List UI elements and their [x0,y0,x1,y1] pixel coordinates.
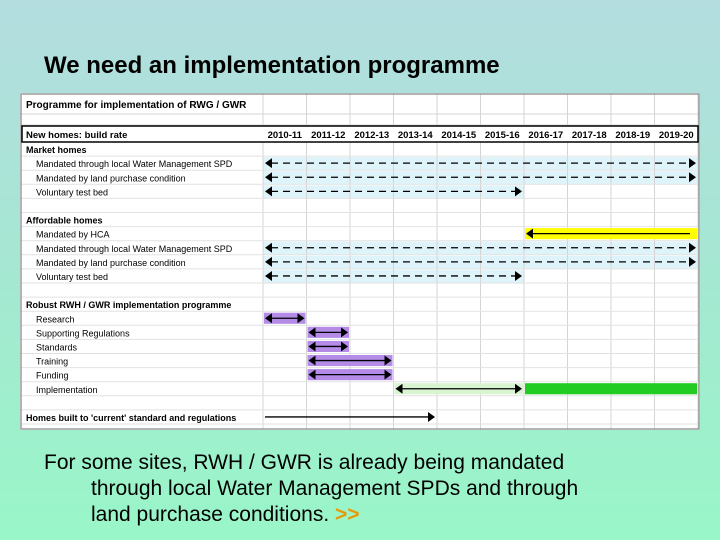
next-slide-link[interactable]: >> [335,503,360,526]
year-column-header: 2017-18 [572,130,607,141]
slide-title: We need an implementation programme [44,52,500,79]
header-row-box [21,125,699,143]
year-column-header: 2013-14 [398,130,434,141]
arrow-head-right [515,383,522,394]
arrow-head-right [689,256,696,267]
row-label: Supporting Regulations [36,328,130,338]
row-label: Standards [36,343,78,353]
row-label: Mandated by land purchase condition [36,258,186,268]
year-column-header: 2015-16 [485,130,520,141]
row-label: Implementation [36,385,98,395]
arrow-head-right [428,411,435,422]
arrow-head-right [384,369,392,380]
gantt-title: Programme for implementation of RWG / GW… [26,100,247,111]
row-label: Mandated by HCA [36,230,110,240]
row-label: Research [36,314,75,324]
year-column-header: 2010-11 [268,130,303,141]
arrow-head-left [308,355,316,366]
arrow-head-left [308,327,316,338]
implementation-gantt-table: Programme for implementation of RWG / GW… [20,93,700,430]
year-column-header: 2011-12 [311,130,345,141]
caption-line-2: through local Water Management SPDs and … [91,477,579,500]
arrow-head-left [265,158,272,169]
slide-caption: For some sites, RWH / GWR is already bei… [44,450,684,528]
row-label: Voluntary test bed [36,187,108,197]
row-label: Training [36,357,68,367]
section-heading: Market homes [26,145,87,155]
year-column-header: 2016-17 [528,130,563,141]
arrow-head-left [265,270,272,281]
section-heading: Robust RWH / GWR implementation programm… [26,300,231,310]
solid-timeline-bar-secondary [525,383,697,395]
arrow-head-right [384,355,392,366]
arrow-head-left [265,172,272,183]
row-label: Funding [36,371,69,381]
arrow-head-left [265,313,272,324]
row-label: Mandated through local Water Management … [36,244,233,254]
row-label: Mandated by land purchase condition [36,173,186,183]
arrow-head-right [297,313,305,324]
header-label: New homes: build rate [26,130,127,141]
arrow-head-left [265,186,272,197]
arrow-head-right [689,158,696,169]
year-column-header: 2018-19 [615,130,650,141]
caption-line-1: For some sites, RWH / GWR is already bei… [44,451,565,474]
row-label: Voluntary test bed [36,272,108,282]
arrow-head-right [515,186,522,197]
arrow-head-left [265,242,272,253]
arrow-head-left [526,228,533,239]
arrow-head-right [689,172,696,183]
section-heading: Affordable homes [26,216,103,226]
arrow-head-right [341,327,348,338]
year-column-header: 2014-15 [441,130,477,141]
section-heading: Homes built to 'current' standard and re… [26,413,236,423]
arrow-head-left [308,341,316,352]
row-label: Mandated through local Water Management … [36,159,233,169]
arrow-head-right [689,242,696,253]
arrow-head-left [308,369,316,380]
arrow-head-left [395,383,403,394]
gantt-chart-svg: Programme for implementation of RWG / GW… [20,93,700,430]
year-column-header: 2019-20 [659,130,694,141]
arrow-head-right [341,341,348,352]
caption-line-3: land purchase conditions. [91,503,330,526]
arrow-head-right [515,270,522,281]
year-column-header: 2012-13 [354,130,389,141]
gantt-border [20,93,700,430]
arrow-head-left [265,256,272,267]
